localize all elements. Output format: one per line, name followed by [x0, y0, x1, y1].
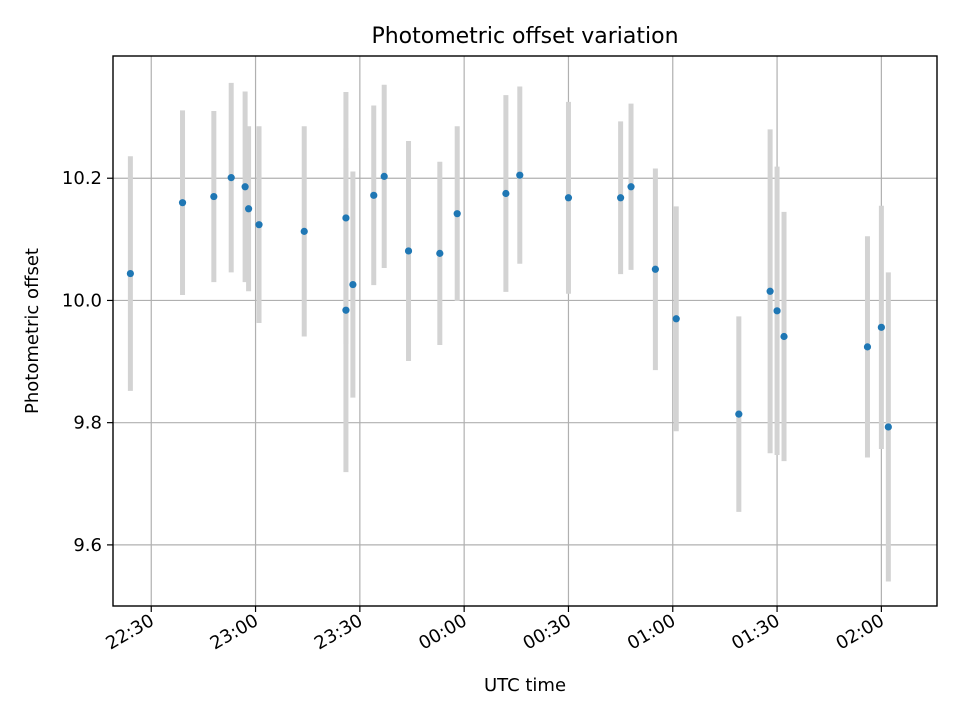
x-tick-label: 01:30 [728, 610, 783, 654]
data-point [404, 247, 413, 255]
data-point [210, 192, 218, 201]
data-point [453, 210, 461, 218]
data-point [672, 315, 680, 323]
y-tick-label: 10.2 [62, 168, 102, 189]
x-tick-label: 23:30 [311, 610, 366, 654]
data-point [178, 199, 187, 207]
x-axis-label: UTC time [484, 675, 566, 696]
errorbar-layer [127, 82, 891, 582]
data-point [349, 280, 357, 289]
x-tick-label: 00:30 [520, 610, 575, 654]
data-point [241, 183, 249, 191]
data-point [735, 410, 743, 418]
data-point [884, 423, 892, 431]
chart-title: Photometric offset variation [371, 24, 678, 49]
data-point [651, 265, 659, 273]
grid-layer [113, 56, 937, 606]
data-point [564, 194, 573, 202]
tick-layer: 9.6 9.8 10.0 10.2 22:30 23:00 23:30 00:00 00:30 0… [62, 168, 888, 654]
data-point [126, 269, 134, 278]
x-tick-label: 01:00 [624, 610, 679, 654]
data-point [863, 343, 872, 351]
data-point [300, 227, 308, 235]
y-tick-label: 9.6 [73, 535, 102, 556]
data-point [436, 249, 444, 257]
x-tick-label: 23:00 [207, 610, 262, 654]
data-point [780, 332, 788, 341]
y-tick-label: 9.8 [73, 413, 102, 434]
data-point [627, 183, 635, 191]
data-point [255, 221, 263, 229]
data-point [342, 306, 350, 314]
data-point [380, 172, 388, 180]
y-tick-label: 10.0 [62, 290, 102, 311]
data-point [617, 194, 625, 202]
x-tick-label: 22:30 [102, 610, 157, 654]
data-point [516, 171, 524, 179]
data-point [877, 323, 885, 331]
data-point [502, 189, 510, 198]
data-point [370, 191, 378, 199]
data-point [342, 214, 350, 222]
data-point [773, 307, 781, 315]
x-tick-label: 00:00 [415, 610, 470, 654]
data-point [766, 287, 774, 295]
plot-frame [112, 55, 938, 607]
data-point [227, 174, 235, 182]
x-tick-label: 02:00 [832, 610, 887, 654]
data-point [244, 205, 253, 213]
y-axis-label: Photometric offset [22, 248, 43, 414]
point-layer [126, 171, 892, 431]
